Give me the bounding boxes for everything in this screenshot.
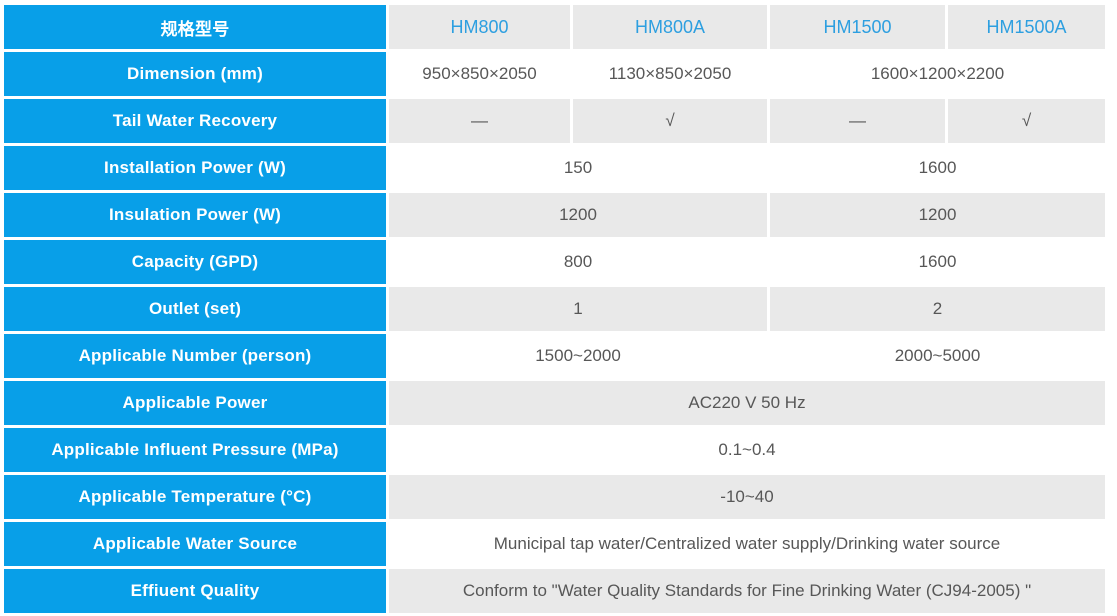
table-cell: 150 xyxy=(389,146,767,190)
row-label: Applicable Water Source xyxy=(4,522,386,566)
table-cell: 1600 xyxy=(770,146,1105,190)
table-row: Outlet (set) 1 2 xyxy=(4,287,1105,331)
row-label: Applicable Temperature (°C) xyxy=(4,475,386,519)
table-row: Installation Power (W) 150 1600 xyxy=(4,146,1105,190)
table-cell: √ xyxy=(948,99,1105,143)
table-row: Applicable Influent Pressure (MPa) 0.1~0.… xyxy=(4,428,1105,472)
row-label: Effiuent Quality xyxy=(4,569,386,613)
row-label: Applicable Influent Pressure (MPa) xyxy=(4,428,386,472)
table-header-row: 规格型号 HM800 HM800A HM1500 HM1500A xyxy=(4,5,1105,49)
table-cell: Conform to "Water Quality Standards for … xyxy=(389,569,1105,613)
row-label: Outlet (set) xyxy=(4,287,386,331)
row-label: Insulation Power (W) xyxy=(4,193,386,237)
table-row: Applicable Number (person) 1500~2000 2000~… xyxy=(4,334,1105,378)
table-cell: 2 xyxy=(770,287,1105,331)
table-cell: 1200 xyxy=(389,193,767,237)
row-label: Capacity (GPD) xyxy=(4,240,386,284)
table-cell: 1130×850×2050 xyxy=(573,52,767,96)
row-label: Tail Water Recovery xyxy=(4,99,386,143)
row-label: Applicable Number (person) xyxy=(4,334,386,378)
table-row: Applicable Temperature (°C) -10~40 xyxy=(4,475,1105,519)
model-column-header: HM1500 xyxy=(770,5,945,49)
table-cell: 2000~5000 xyxy=(770,334,1105,378)
table-cell: 1 xyxy=(389,287,767,331)
table-row: Applicable Power AC220 V 50 Hz xyxy=(4,381,1105,425)
table-row: Dimension (mm) 950×850×2050 1130×850×2050 1… xyxy=(4,52,1105,96)
table-cell: √ xyxy=(573,99,767,143)
model-column-header: HM1500A xyxy=(948,5,1105,49)
table-cell: 1200 xyxy=(770,193,1105,237)
table-cell: 800 xyxy=(389,240,767,284)
spec-table-body: 规格型号 HM800 HM800A HM1500 HM1500A Dimension (m… xyxy=(4,5,1105,613)
table-cell: — xyxy=(770,99,945,143)
table-row: Effiuent Quality Conform to "Water Qualit… xyxy=(4,569,1105,613)
table-cell: 950×850×2050 xyxy=(389,52,570,96)
model-column-header: HM800 xyxy=(389,5,570,49)
table-cell: 0.1~0.4 xyxy=(389,428,1105,472)
table-row: Applicable Water Source Municipal tap wat… xyxy=(4,522,1105,566)
table-cell: 1500~2000 xyxy=(389,334,767,378)
table-cell: -10~40 xyxy=(389,475,1105,519)
row-label: Installation Power (W) xyxy=(4,146,386,190)
table-row: Insulation Power (W) 1200 1200 xyxy=(4,193,1105,237)
row-label: Applicable Power xyxy=(4,381,386,425)
model-column-header: HM800A xyxy=(573,5,767,49)
table-row: Tail Water Recovery — √ — √ xyxy=(4,99,1105,143)
header-label: 规格型号 xyxy=(4,5,386,49)
row-label: Dimension (mm) xyxy=(4,52,386,96)
table-cell: AC220 V 50 Hz xyxy=(389,381,1105,425)
table-cell: 1600 xyxy=(770,240,1105,284)
table-row: Capacity (GPD) 800 1600 xyxy=(4,240,1105,284)
table-cell: Municipal tap water/Centralized water su… xyxy=(389,522,1105,566)
table-cell: 1600×1200×2200 xyxy=(770,52,1105,96)
table-cell: — xyxy=(389,99,570,143)
